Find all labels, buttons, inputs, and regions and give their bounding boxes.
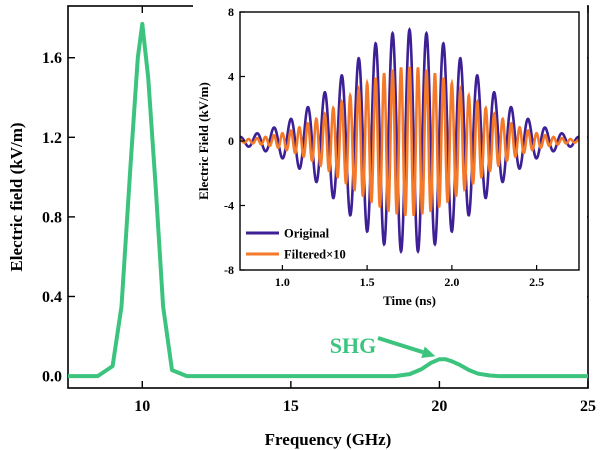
inset-y-tick-label: 4 [228,70,234,84]
inset-x-tick-label: 2.0 [444,275,459,289]
inset-y-tick-label: -4 [224,199,234,213]
main-y-axis-label: Electric field (kV/m) [7,122,26,271]
inset-x-tick-label: 1.0 [275,275,290,289]
main-x-tick-label: 25 [580,398,596,415]
main-y-tick-label: 0.8 [42,209,62,226]
inset-x-tick-label: 1.5 [360,275,375,289]
inset-y-tick-label: 8 [228,5,234,19]
main-ticks: 10 15 20 25 0.0 0.4 0.8 1.2 1.6 [42,6,596,415]
legend-label-original: Original [284,227,330,241]
main-chart: 10 15 20 250.00.40.81.21.6 Frequency (GHz) … [7,5,596,449]
inset-x-axis-label: Time (ns) [383,293,436,308]
main-x-tick-label: 10 [134,398,150,415]
inset-legend: Original Filtered×10 [246,227,346,262]
main-y-tick-label: 0.0 [42,369,62,386]
inset-y-tick-label: -8 [224,263,234,277]
legend-label-filtered: Filtered×10 [284,248,346,262]
inset-x-tick-label: 2.5 [529,275,544,289]
inset-series-filtered [240,66,579,217]
main-x-tick-label: 15 [283,398,299,415]
shg-arrow-head [421,346,436,358]
main-series-line [68,21,588,379]
inset-ticks: 1.0 1.5 2.0 2.5 -8 -4 0 4 8 [224,5,544,289]
inset-series-original [240,26,579,255]
main-y-tick-label: 1.6 [42,50,62,67]
inset-y-tick-label: 0 [228,134,234,148]
inset-y-axis-label: Electric Field (kV/m) [196,82,211,200]
main-y-tick-label: 0.4 [42,289,62,306]
shg-annotation-arrow [377,336,424,355]
main-x-axis-label: Frequency (GHz) [265,430,392,449]
shg-annotation-label: SHG [330,333,376,358]
main-x-tick-label: 20 [431,398,447,415]
main-y-tick-label: 1.2 [42,130,62,147]
inset-chart: 1.0 1.5 2.0 2.5 -8 -4 0 4 8 Time (ns) Electric F… [193,5,587,315]
